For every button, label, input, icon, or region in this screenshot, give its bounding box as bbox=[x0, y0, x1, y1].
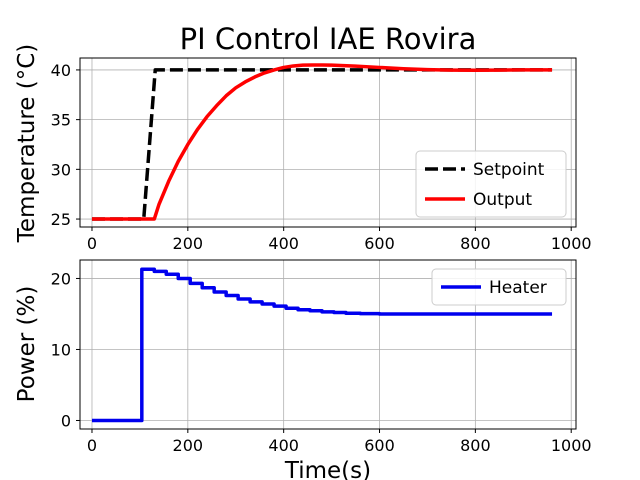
x-tick-label: 600 bbox=[364, 234, 395, 253]
legend: Heater bbox=[431, 268, 567, 306]
x-tick-label: 400 bbox=[268, 234, 299, 253]
x-tick-label: 1000 bbox=[551, 234, 592, 253]
temperature-plot: 0 200 400 600 800 1000 25 30 35 40 Setpoint Output bbox=[51, 57, 592, 253]
x-tick-label: 400 bbox=[268, 436, 299, 455]
x-tick-label: 800 bbox=[460, 436, 491, 455]
x-tick-label: 600 bbox=[364, 436, 395, 455]
series-line-heater bbox=[91, 267, 553, 423]
y-tick-label: 25 bbox=[51, 210, 71, 229]
axes-frame bbox=[79, 259, 577, 430]
power-axis-label: Power (%) bbox=[14, 286, 40, 403]
x-tick-label: 200 bbox=[173, 234, 204, 253]
legend: Setpoint Output bbox=[415, 150, 567, 218]
y-tick-label: 10 bbox=[51, 340, 71, 359]
series-line-output bbox=[91, 63, 553, 221]
legend-label-output: Output bbox=[473, 190, 532, 210]
y-tick-label: 40 bbox=[51, 61, 71, 80]
y-tick-label: 20 bbox=[51, 269, 71, 288]
x-tick-label: 1000 bbox=[551, 436, 592, 455]
time-axis-label: Time(s) bbox=[284, 458, 371, 480]
y-tick-label: 30 bbox=[51, 160, 71, 179]
x-tick-label: 0 bbox=[87, 234, 97, 253]
legend-label-setpoint: Setpoint bbox=[473, 160, 545, 180]
y-tick-label: 35 bbox=[51, 111, 71, 130]
x-tick-label: 0 bbox=[87, 436, 97, 455]
x-tick-label: 200 bbox=[173, 436, 204, 455]
x-tick-label: 800 bbox=[460, 234, 491, 253]
temperature-axis-label: Temperature (°C) bbox=[14, 44, 40, 244]
y-tick-label: 0 bbox=[61, 411, 71, 430]
chart-title: PI Control IAE Rovira bbox=[180, 22, 477, 56]
power-plot: 0 200 400 600 800 1000 0 10 20 Heater bbox=[51, 259, 592, 455]
axes-frame bbox=[79, 57, 577, 228]
legend-label-heater: Heater bbox=[489, 278, 547, 298]
legend-box bbox=[431, 268, 567, 306]
